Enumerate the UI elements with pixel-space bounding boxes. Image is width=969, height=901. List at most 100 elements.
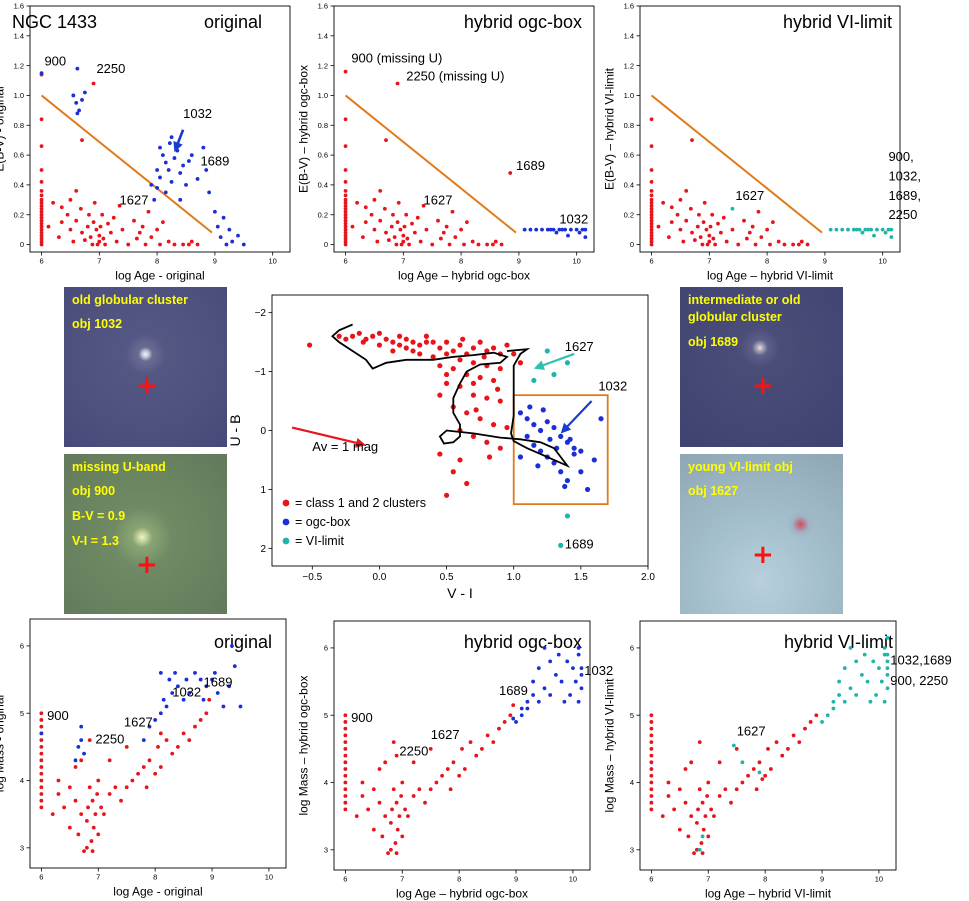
data-point xyxy=(443,339,450,345)
x-tick-label: 8 xyxy=(459,257,463,266)
data-point xyxy=(551,460,557,466)
data-point xyxy=(753,242,758,247)
data-point xyxy=(453,235,458,239)
data-point xyxy=(172,156,177,160)
image-label-line: globular cluster xyxy=(688,310,782,324)
data-point xyxy=(343,188,348,193)
data-point xyxy=(486,454,493,460)
data-point xyxy=(95,792,100,796)
data-point xyxy=(186,242,191,247)
data-point xyxy=(73,765,78,769)
data-point xyxy=(399,242,404,247)
data-point xyxy=(730,206,735,211)
data-point xyxy=(107,792,112,796)
data-point xyxy=(71,239,76,244)
data-point xyxy=(820,720,824,724)
data-point xyxy=(766,746,770,751)
data-point xyxy=(696,807,700,812)
data-point xyxy=(396,342,403,348)
data-point xyxy=(519,706,524,711)
data-point xyxy=(524,433,530,439)
data-point xyxy=(700,800,705,805)
data-point xyxy=(378,188,383,193)
data-point xyxy=(786,746,790,751)
data-point xyxy=(649,193,654,198)
data-point xyxy=(369,212,374,217)
annotation-label: 1032,1689 xyxy=(890,653,951,668)
image-label-line: B-V = 0.9 xyxy=(72,509,126,523)
image-panel-obj-1032: old globular cluster obj 1032 + xyxy=(64,287,227,447)
data-point xyxy=(388,820,393,825)
data-point xyxy=(649,203,654,208)
data-point xyxy=(684,188,689,193)
data-point xyxy=(717,760,722,765)
x-tick-label: 9 xyxy=(213,257,217,266)
data-point xyxy=(460,336,466,342)
data-point xyxy=(497,366,503,372)
data-point xyxy=(553,672,558,677)
annotation-label: 1627 xyxy=(735,188,764,203)
data-point xyxy=(508,713,513,718)
target-cross-icon: + xyxy=(752,371,774,401)
data-point xyxy=(343,168,348,172)
data-point xyxy=(307,342,313,348)
data-point xyxy=(371,787,376,792)
y-axis-label: log Mass – hybrid VI-limit xyxy=(603,678,617,813)
annotation-arrow-head xyxy=(533,360,545,370)
data-point xyxy=(68,227,73,232)
data-point xyxy=(470,392,477,398)
data-point xyxy=(491,740,496,745)
data-point xyxy=(195,242,200,247)
data-point xyxy=(756,209,761,214)
data-point xyxy=(457,773,462,778)
data-point xyxy=(560,227,565,232)
data-point xyxy=(394,851,399,856)
data-point xyxy=(395,81,400,86)
data-point xyxy=(697,847,702,852)
data-point xyxy=(383,814,388,819)
data-point xyxy=(562,699,567,704)
data-point xyxy=(39,751,44,756)
data-point xyxy=(436,218,440,223)
series-class-1-and-2-clusters xyxy=(343,703,516,856)
data-point xyxy=(734,787,739,792)
y-tick-label: 1.6 xyxy=(318,2,328,11)
data-point xyxy=(39,197,44,202)
series-class-1-and-2-clusters xyxy=(39,697,212,854)
data-point xyxy=(415,215,420,220)
data-point xyxy=(869,227,874,232)
data-point xyxy=(886,227,891,232)
data-point xyxy=(649,200,654,205)
y-tick-label: 4 xyxy=(324,778,328,787)
data-point xyxy=(164,738,169,743)
data-point xyxy=(343,69,348,74)
data-point xyxy=(343,753,348,758)
x-tick-label: 6 xyxy=(649,875,653,884)
data-point xyxy=(490,377,497,384)
data-point xyxy=(848,686,853,691)
data-point xyxy=(504,424,510,431)
data-point xyxy=(450,366,456,372)
data-point xyxy=(490,242,495,247)
data-point xyxy=(706,834,711,839)
image-panel-obj-1689: intermediate or old globular cluster obj… xyxy=(680,287,843,447)
data-point xyxy=(649,144,654,149)
data-point xyxy=(93,812,98,817)
data-point xyxy=(394,753,399,758)
y-tick-label: 0 xyxy=(324,240,328,249)
annotation-label: 2250 xyxy=(399,744,428,759)
data-point xyxy=(39,180,44,184)
data-point xyxy=(403,345,409,351)
y-tick-label: −1 xyxy=(255,367,267,378)
data-point xyxy=(178,197,183,202)
data-point xyxy=(120,227,125,232)
data-point xyxy=(874,693,878,697)
data-point xyxy=(46,224,51,229)
data-point xyxy=(100,212,105,217)
annotation-label: 1032 xyxy=(559,212,588,227)
image-label-line: old globular cluster xyxy=(72,293,188,307)
data-point xyxy=(765,227,770,232)
x-tick-label: 9 xyxy=(823,257,827,266)
data-point xyxy=(90,242,95,247)
data-point xyxy=(872,233,876,238)
